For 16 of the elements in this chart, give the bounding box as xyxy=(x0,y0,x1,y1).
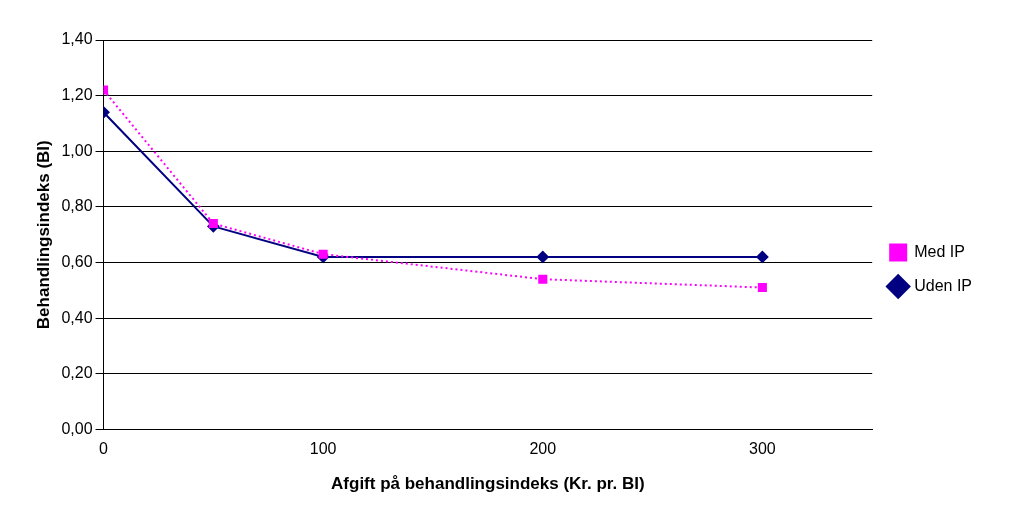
legend-label: Med IP xyxy=(914,242,965,260)
x-tick-label: 300 xyxy=(749,440,776,458)
y-tick-label: 0,00 xyxy=(61,419,93,437)
x-tick-label: 100 xyxy=(309,440,337,458)
x-tick-label: 0 xyxy=(99,440,109,458)
x-axis-title: Afgift på behandlingsindeks (Kr. pr. BI) xyxy=(331,474,645,494)
y-axis-title: Behandlingsindeks (BI) xyxy=(33,140,53,330)
y-tick-label: 1,00 xyxy=(61,141,93,159)
y-tick-label: 1,20 xyxy=(61,86,93,104)
y-tick-label: 0,60 xyxy=(61,252,93,270)
legend-label: Uden IP xyxy=(914,276,972,294)
y-tick-label: 1,40 xyxy=(61,30,93,48)
y-tick-label: 0,20 xyxy=(61,364,93,382)
y-tick-label: 0,80 xyxy=(61,197,93,215)
x-tick-label: 200 xyxy=(529,440,557,458)
y-tick-label: 0,40 xyxy=(61,308,93,326)
